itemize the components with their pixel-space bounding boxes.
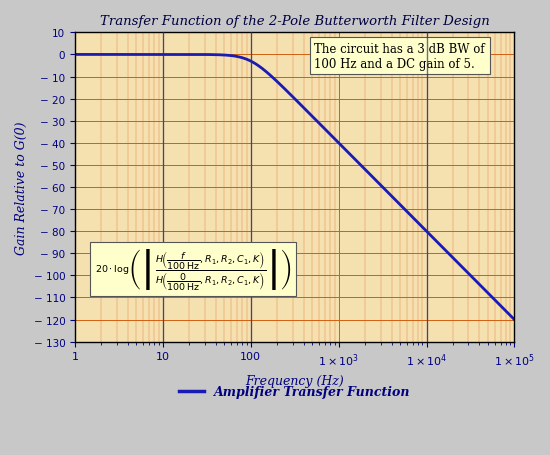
- X-axis label: Frequency (Hz): Frequency (Hz): [245, 374, 344, 387]
- Y-axis label: Gain Relative to G(0): Gain Relative to G(0): [15, 121, 28, 254]
- Legend: Amplifier Transfer Function: Amplifier Transfer Function: [174, 380, 415, 404]
- Text: The circuit has a 3 dB BW of
100 Hz and a DC gain of 5.: The circuit has a 3 dB BW of 100 Hz and …: [315, 42, 485, 71]
- Title: Transfer Function of the 2-Pole Butterworth Filter Design: Transfer Function of the 2-Pole Butterwo…: [100, 15, 490, 28]
- Text: $20 \cdot \log \left(\left|\,\dfrac{H\!\left(\dfrac{f}{100\,\mathrm{Hz}},R_1,R_2: $20 \cdot \log \left(\left|\,\dfrac{H\!\…: [95, 247, 292, 292]
